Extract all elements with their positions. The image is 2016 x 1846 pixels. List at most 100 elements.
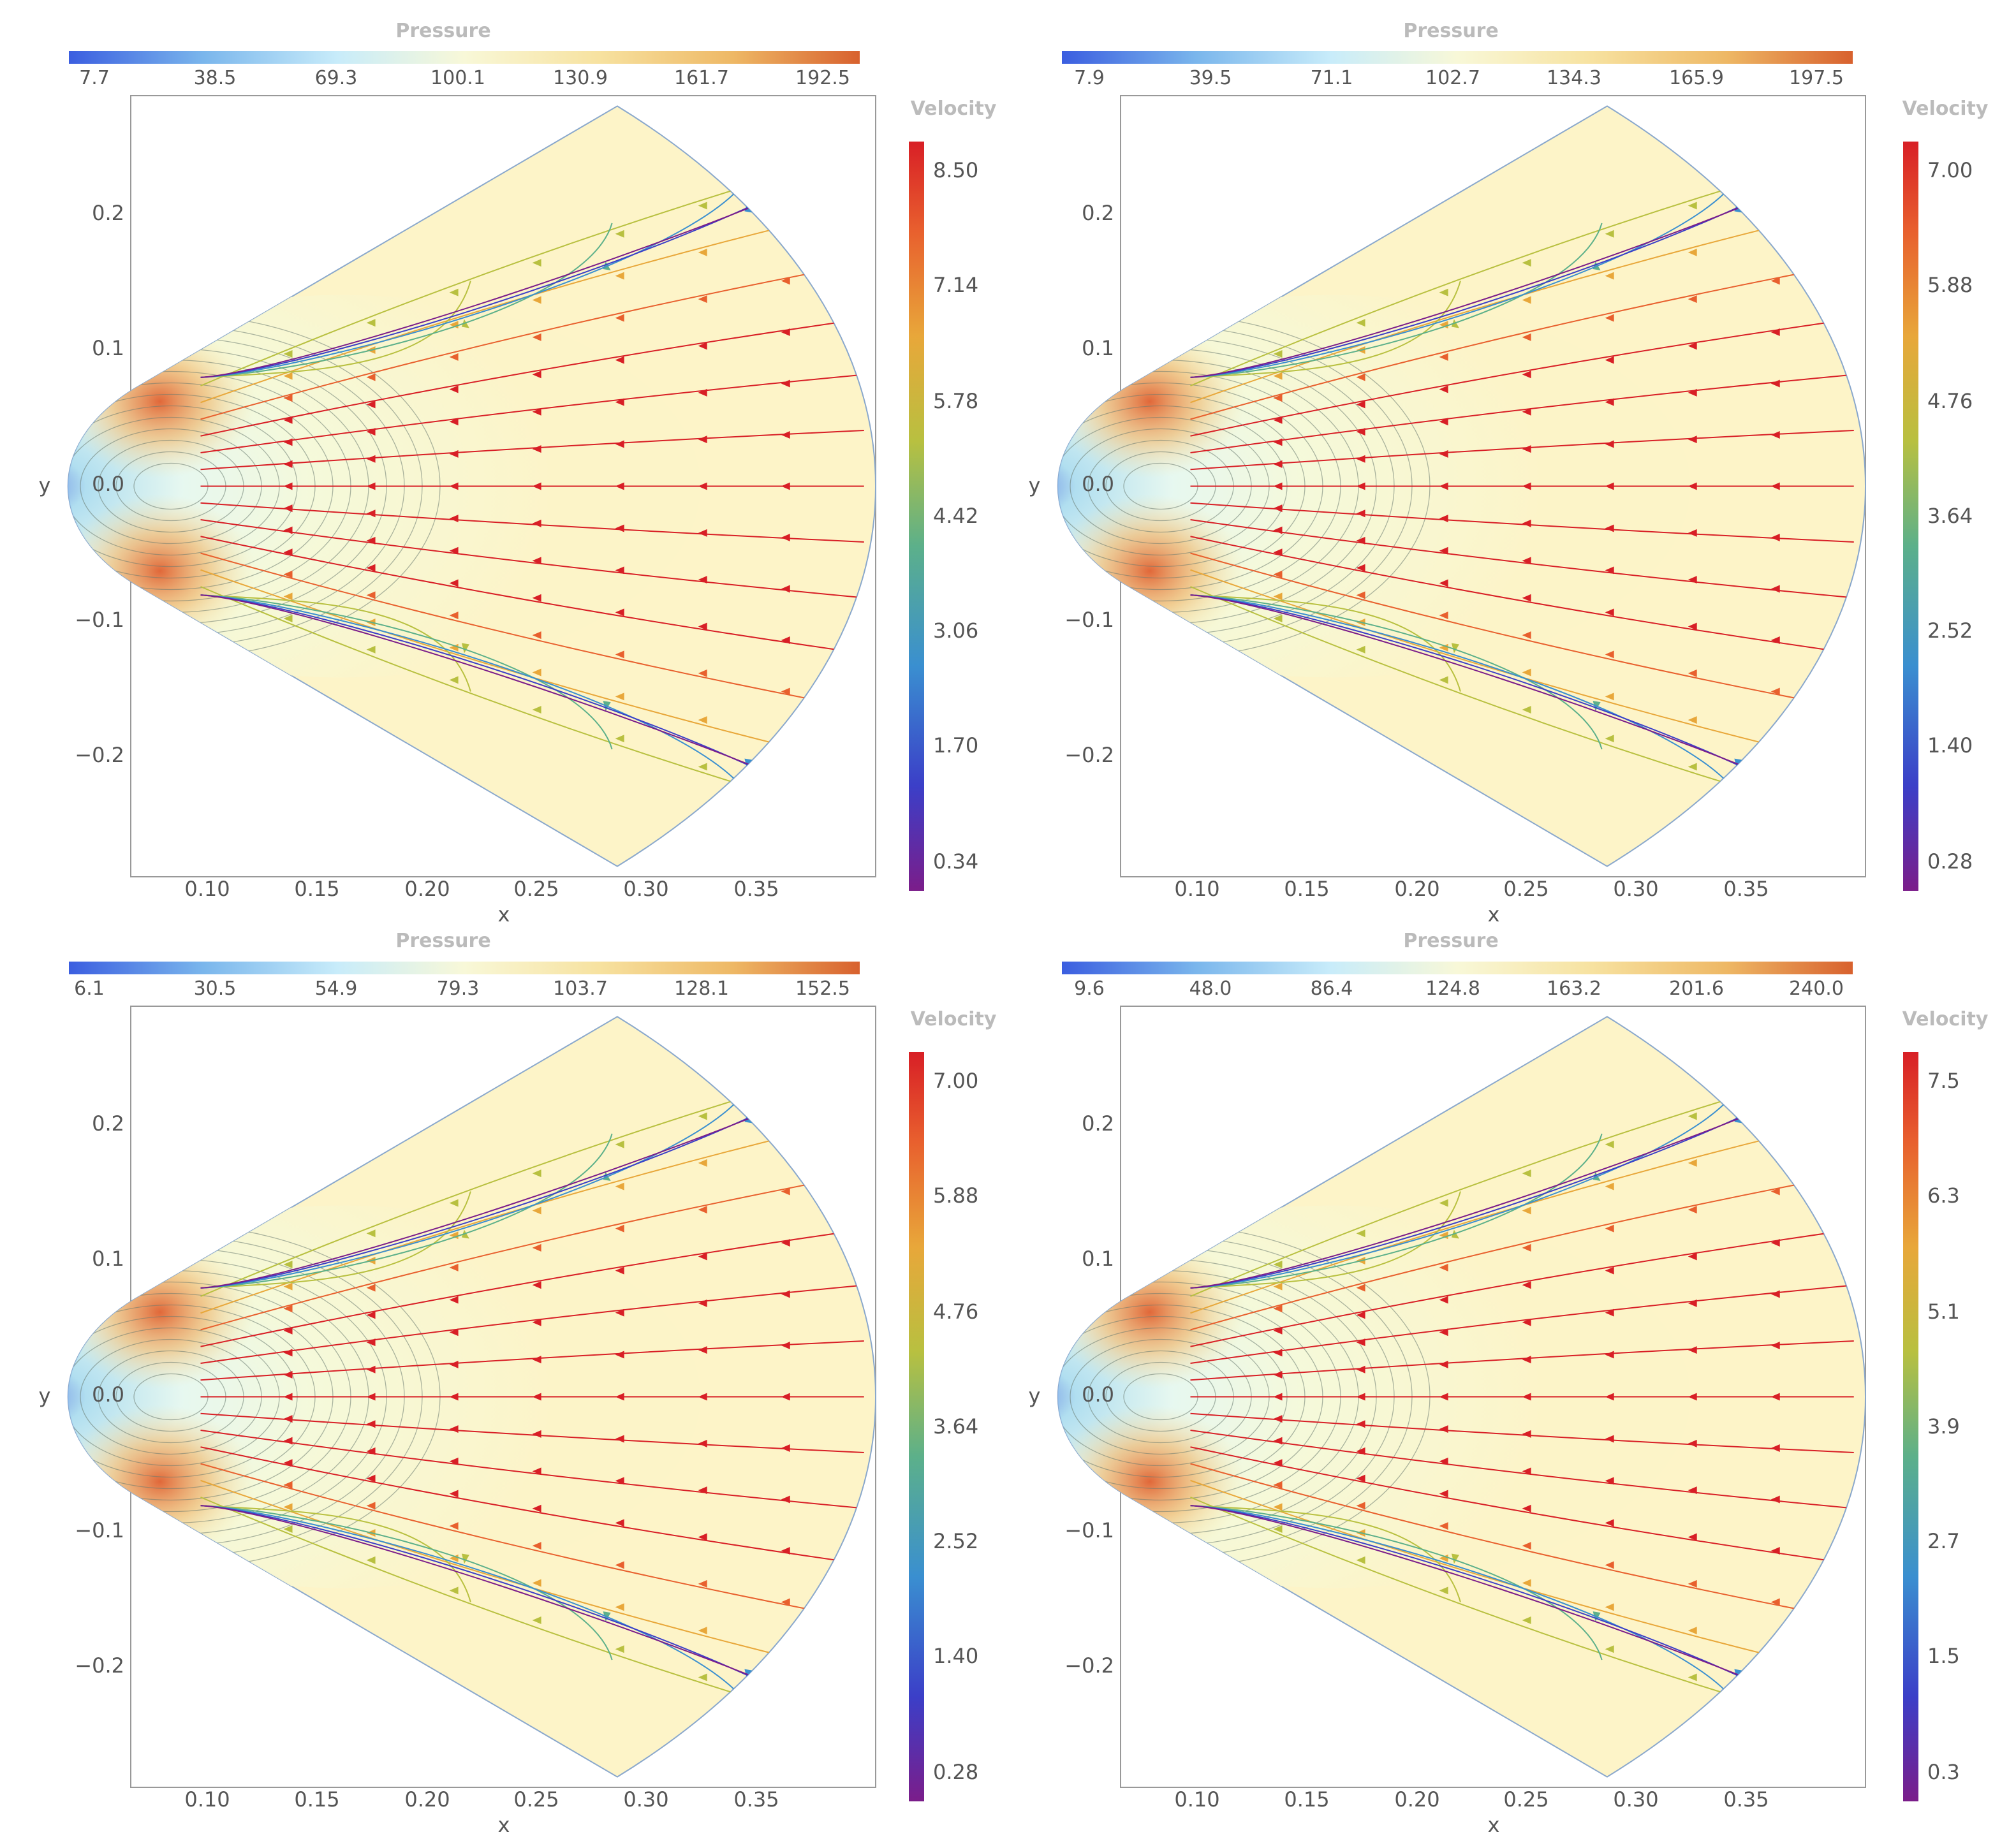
velocity-arrow bbox=[698, 1533, 707, 1541]
pressure-tick: 54.9 bbox=[315, 978, 358, 1000]
streamline bbox=[200, 1284, 864, 1364]
velocity-arrow bbox=[1605, 1519, 1614, 1527]
velocity-arrow bbox=[1688, 482, 1697, 490]
velocity-arrow bbox=[1605, 1561, 1614, 1569]
velocity-arrow bbox=[1688, 342, 1697, 350]
velocity-arrow bbox=[532, 705, 541, 714]
velocity-arrow bbox=[283, 394, 293, 402]
x-tick-label: 0.20 bbox=[404, 1787, 450, 1812]
streamline bbox=[1190, 536, 1854, 654]
y-tick-label: 0.1 bbox=[92, 336, 124, 360]
streamline bbox=[200, 594, 471, 692]
velocity-legend: Velocity 7.00 5.88 4.76 3.64 2.52 1.40 0… bbox=[909, 1008, 997, 1801]
streamline bbox=[200, 594, 876, 867]
velocity-tick: 7.14 bbox=[933, 273, 978, 297]
velocity-arrow bbox=[1027, 1785, 1035, 1795]
y-tick-label: −0.1 bbox=[1064, 1518, 1114, 1542]
velocity-tick: 3.64 bbox=[1927, 504, 1973, 528]
velocity-arrow bbox=[1770, 585, 1780, 593]
velocity-arrow bbox=[532, 1243, 541, 1252]
velocity-arrow bbox=[1522, 296, 1531, 304]
velocity-arrow bbox=[615, 356, 624, 364]
streamline bbox=[200, 594, 613, 750]
velocity-tick: 6.3 bbox=[1927, 1183, 1960, 1208]
velocity-arrow bbox=[615, 735, 624, 743]
streamline bbox=[200, 1076, 754, 1289]
streamline bbox=[200, 1505, 471, 1602]
velocity-arrow bbox=[1605, 524, 1614, 532]
velocity-tick: 7.00 bbox=[1927, 158, 1973, 182]
velocity-arrow bbox=[1522, 1579, 1531, 1587]
velocity-arrow bbox=[1273, 438, 1283, 446]
velocity-arrow bbox=[1439, 450, 1448, 458]
y-tick-label: −0.2 bbox=[75, 743, 124, 767]
pressure-tick: 86.4 bbox=[1311, 978, 1353, 1000]
velocity-tick: 3.64 bbox=[933, 1414, 978, 1439]
velocity-arrow bbox=[1770, 1701, 1780, 1709]
velocity-arrow bbox=[1273, 1261, 1283, 1269]
velocity-arrow bbox=[449, 1360, 459, 1368]
velocity-tick: 4.76 bbox=[933, 1300, 978, 1324]
y-axis-label: y bbox=[1029, 473, 1041, 497]
velocity-arrow bbox=[698, 201, 707, 210]
pressure-tick: 163.2 bbox=[1547, 978, 1601, 1000]
velocity-arrow bbox=[449, 418, 459, 426]
streamline bbox=[200, 1191, 471, 1289]
velocity-arrow bbox=[698, 716, 707, 724]
velocity-arrow bbox=[449, 482, 459, 490]
y-tick-label: 0.1 bbox=[92, 1247, 124, 1271]
y-axis: 0.2 0.1 0.0 −0.1 −0.2 y bbox=[39, 201, 124, 767]
velocity-arrow bbox=[366, 1393, 376, 1401]
velocity-arrow bbox=[1439, 288, 1448, 297]
velocity-arrow bbox=[1356, 455, 1365, 463]
velocity-arrow bbox=[1439, 482, 1448, 490]
x-tick-label: 0.25 bbox=[513, 877, 559, 901]
velocity-arrow bbox=[366, 591, 376, 599]
streamline bbox=[200, 318, 864, 437]
pressure-legend-title: Pressure bbox=[395, 930, 490, 952]
x-tick-label: 0.20 bbox=[404, 877, 450, 901]
streamline bbox=[200, 1016, 876, 1289]
velocity-arrow bbox=[1688, 529, 1697, 537]
x-axis: 0.10 0.15 0.20 0.25 0.30 0.35 x bbox=[184, 877, 779, 927]
velocity-tick: 2.52 bbox=[933, 1529, 978, 1553]
velocity-arrow bbox=[781, 1598, 790, 1606]
velocity-arrow bbox=[1451, 319, 1459, 328]
velocity-arrow bbox=[532, 1430, 541, 1438]
velocity-arrow bbox=[1770, 1393, 1780, 1401]
velocity-arrow bbox=[1522, 1542, 1531, 1550]
velocity-arrow bbox=[698, 1439, 707, 1447]
velocity-arrow bbox=[1439, 579, 1448, 587]
velocity-arrow bbox=[1522, 557, 1531, 565]
velocity-arrow bbox=[283, 350, 293, 358]
velocity-arrow bbox=[1770, 174, 1780, 182]
velocity-arrow bbox=[366, 373, 376, 381]
streamline bbox=[200, 430, 864, 471]
velocity-arrow bbox=[1356, 1502, 1365, 1510]
pressure-tick: 152.5 bbox=[795, 978, 850, 1000]
velocity-arrow bbox=[1522, 668, 1531, 677]
velocity-arrow bbox=[366, 400, 376, 409]
velocity-arrow bbox=[1605, 1182, 1614, 1190]
x-tick-label: 0.30 bbox=[1613, 877, 1658, 901]
velocity-arrow bbox=[1605, 1266, 1614, 1275]
velocity-arrow bbox=[366, 1474, 376, 1483]
velocity-arrow bbox=[1605, 650, 1614, 659]
velocity-arrow bbox=[1688, 1159, 1697, 1167]
velocity-arrow bbox=[781, 1393, 790, 1401]
velocity-arrow bbox=[366, 1420, 376, 1428]
velocity-arrow bbox=[283, 460, 293, 468]
x-tick-label: 0.30 bbox=[1613, 1787, 1658, 1812]
velocity-arrow bbox=[1522, 1206, 1531, 1215]
velocity-arrow bbox=[1770, 277, 1780, 285]
streamline bbox=[1190, 1340, 1854, 1381]
velocity-arrow bbox=[1770, 790, 1780, 798]
velocity-arrow bbox=[615, 692, 624, 701]
velocity-arrow bbox=[1770, 534, 1780, 542]
x-tick-label: 0.10 bbox=[184, 877, 230, 901]
velocity-arrow bbox=[615, 482, 624, 490]
velocity-arrow bbox=[1770, 225, 1780, 233]
velocity-arrow bbox=[698, 1206, 707, 1214]
x-axis-label: x bbox=[498, 902, 510, 927]
velocity-arrow bbox=[1876, 1727, 1883, 1737]
